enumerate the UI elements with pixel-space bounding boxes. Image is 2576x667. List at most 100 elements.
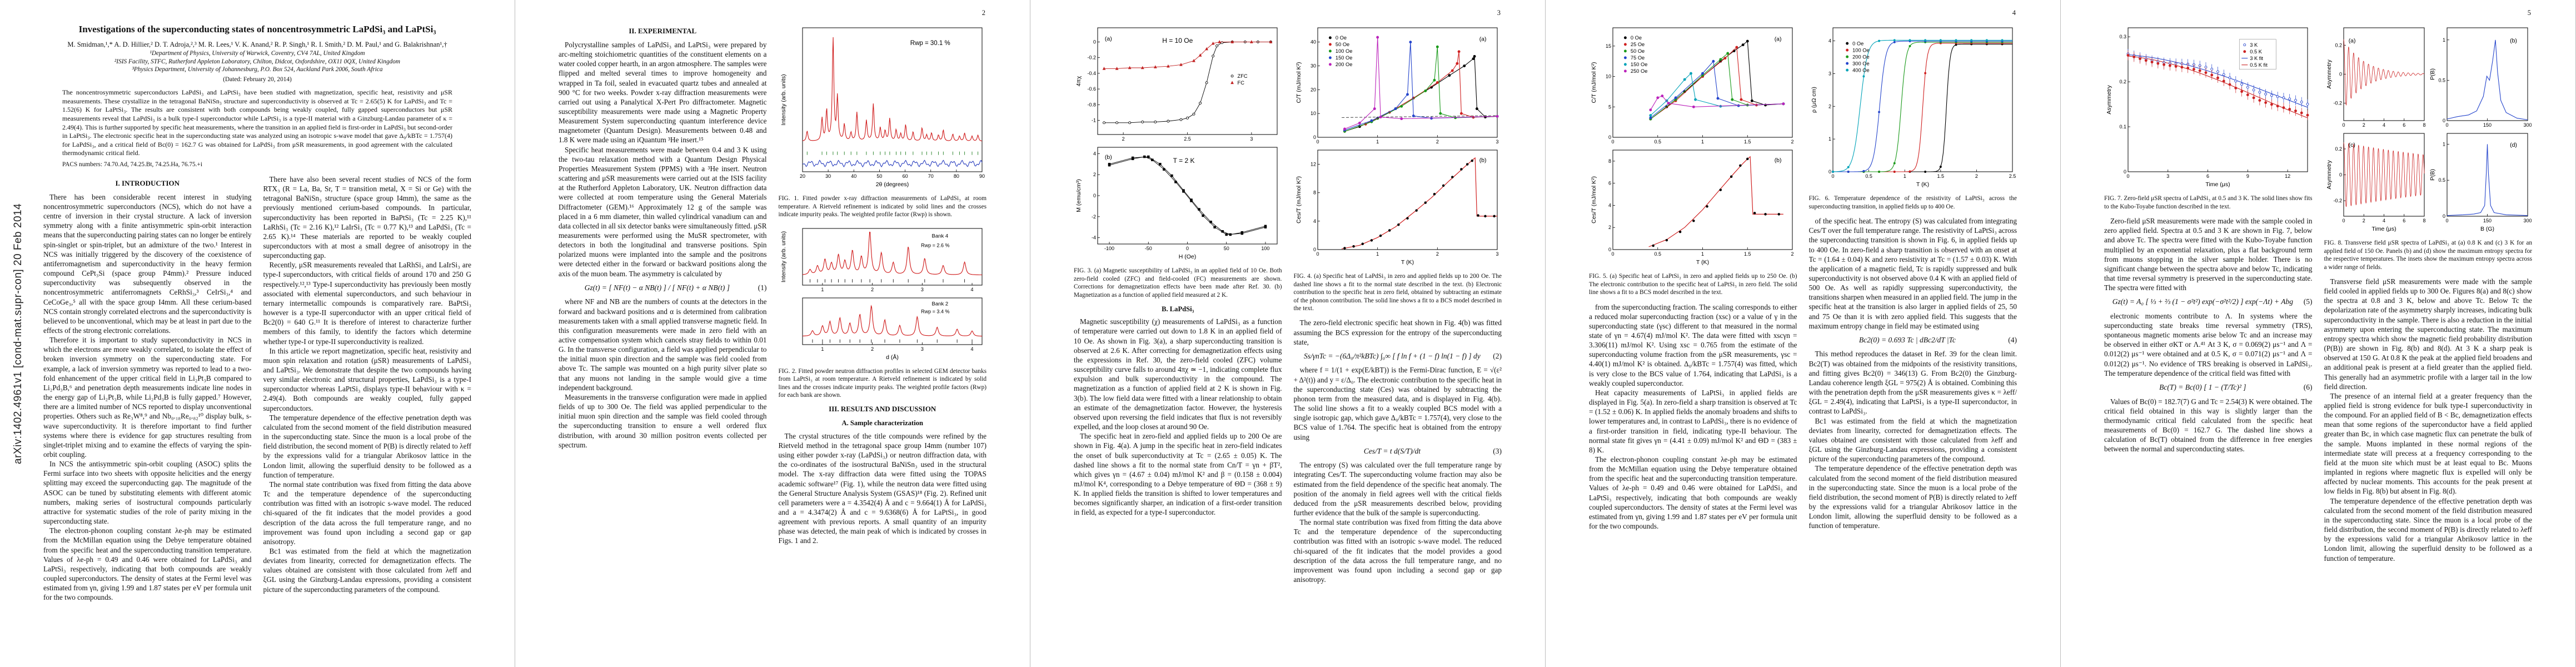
svg-text:150 Oe: 150 Oe bbox=[1631, 62, 1648, 67]
paragraph: In this article we report magnetization,… bbox=[263, 346, 472, 412]
equation-body: Ss/γnTc = −(6Δ₀/π²kBTc) ∫₀∞ [ f ln f + (… bbox=[1303, 351, 1481, 360]
column-1: I. INTRODUCTION There has been considerab… bbox=[43, 175, 252, 653]
paragraph: electronic moments contribute to Λ. In s… bbox=[2104, 311, 2313, 377]
svg-text:40: 40 bbox=[1311, 39, 1316, 45]
svg-text:0: 0 bbox=[2124, 169, 2126, 175]
svg-text:8: 8 bbox=[2423, 218, 2425, 223]
svg-text:C/T (mJ/mol K²): C/T (mJ/mol K²) bbox=[1296, 62, 1302, 103]
svg-text:M (emu/cm³): M (emu/cm³) bbox=[1075, 179, 1082, 212]
paragraph: The temperature dependence of the effect… bbox=[2324, 496, 2533, 563]
page-number: 4 bbox=[2012, 9, 2016, 17]
columns: 2 2.5 3 -1 -0.8 -0.6 -0.4 -0.2 0 4πχ ZFC FC (a) H = 1… bbox=[1074, 22, 1502, 653]
svg-text:0.5: 0.5 bbox=[2438, 77, 2445, 83]
svg-text:1: 1 bbox=[1828, 136, 1831, 142]
svg-text:2: 2 bbox=[2362, 122, 2365, 128]
svg-text:Intensity (arb. units): Intensity (arb. units) bbox=[780, 231, 787, 282]
equation: Ss/γnTc = −(6Δ₀/π²kBTc) ∫₀∞ [ f ln f + (… bbox=[1294, 351, 1502, 361]
page-4: 4 0 0.5 1 1.5 2 0 5 10 15 C/T (mJ/mol K²) 0 Oe 25 Oe… bbox=[1546, 0, 2061, 667]
paragraph: Heat capacity measurements of LaPtSi₃ in… bbox=[1589, 388, 1797, 454]
svg-text:2: 2 bbox=[2362, 218, 2365, 223]
svg-text:0: 0 bbox=[1186, 246, 1189, 251]
section-heading: I. INTRODUCTION bbox=[115, 178, 180, 187]
svg-text:12: 12 bbox=[1311, 162, 1316, 167]
svg-text:0.5 K fit: 0.5 K fit bbox=[2250, 62, 2268, 68]
equation: Bc2(0) = 0.693 Tc | dBc2/dT |Tc (4) bbox=[1809, 335, 2017, 345]
figure-fig6: 0 0.5 1 1.5 2 2.5 0 1 2 3 4 T (K) ρ (μΩ cm) 0 Oe 100 O… bbox=[1809, 24, 2017, 193]
title-block: Investigations of the superconducting st… bbox=[43, 20, 471, 172]
svg-text:3 K fit: 3 K fit bbox=[2250, 56, 2264, 61]
svg-text:(a): (a) bbox=[2348, 38, 2355, 44]
svg-text:T = 2 K: T = 2 K bbox=[1173, 157, 1195, 165]
figure-fig1: 20 30 40 50 60 70 80 90 2θ (degrees) Intensity (a… bbox=[779, 24, 987, 193]
svg-text:P(B): P(B) bbox=[2429, 68, 2436, 80]
abstract: The noncentrosymmetric superconductors L… bbox=[62, 88, 452, 157]
svg-text:0: 0 bbox=[2445, 218, 2448, 223]
svg-text:Asymmetry: Asymmetry bbox=[2326, 59, 2333, 89]
svg-text:(a): (a) bbox=[1775, 36, 1782, 43]
figure-fig7: 0 3 6 9 12 0 0.1 0.2 0.3 Time (μs) Asymmetry 3 K 0.5… bbox=[2104, 24, 2313, 193]
svg-text:0.1: 0.1 bbox=[2120, 124, 2127, 130]
paragraph: The electron-phonon coupling constant λe… bbox=[1589, 455, 1797, 531]
svg-text:200 Oe: 200 Oe bbox=[1852, 54, 1870, 59]
svg-text:6: 6 bbox=[2403, 218, 2405, 223]
column-1: 2 2.5 3 -1 -0.8 -0.6 -0.4 -0.2 0 4πχ ZFC FC (a) H = 1… bbox=[1074, 22, 1282, 653]
svg-text:4: 4 bbox=[1313, 218, 1316, 224]
column-2: There have also been several recent stud… bbox=[263, 175, 472, 653]
svg-text:0 Oe: 0 Oe bbox=[1852, 41, 1864, 46]
paragraph: from the superconducting fraction. The s… bbox=[1589, 302, 1797, 387]
figure-caption: FIG. 2. Fitted powder neutron diffractio… bbox=[778, 367, 987, 399]
figure-caption: FIG. 3. (a) Magnetic susceptibility of L… bbox=[1074, 267, 1282, 298]
svg-text:2: 2 bbox=[1791, 139, 1794, 145]
svg-text:0: 0 bbox=[2443, 118, 2445, 123]
paragraph: The normal state contribution was fixed … bbox=[1293, 518, 1502, 584]
svg-text:(a): (a) bbox=[1479, 36, 1486, 43]
svg-text:1: 1 bbox=[1376, 139, 1379, 145]
figure-caption: FIG. 1. Fitted powder x-ray diffraction … bbox=[778, 195, 987, 218]
paragraph: Zero-field μSR measurements were made wi… bbox=[2104, 217, 2313, 292]
svg-text:10: 10 bbox=[1606, 74, 1611, 79]
subsection-heading: A. Sample characterization bbox=[841, 419, 924, 427]
paragraph: Measurements in the transverse configura… bbox=[559, 392, 767, 449]
affiliation: ¹Department of Physics, University of Wa… bbox=[150, 50, 365, 57]
svg-text:Ces/T (mJ/mol K²): Ces/T (mJ/mol K²) bbox=[1296, 176, 1302, 223]
svg-text:0: 0 bbox=[2339, 172, 2342, 178]
svg-text:3: 3 bbox=[921, 287, 924, 292]
column-2: 0 2 4 6 8 -0.2 0 0.2 Asymmetry (a) 0 150 300 0 0.5 1 P(B… bbox=[2324, 22, 2533, 653]
svg-text:4: 4 bbox=[970, 346, 973, 352]
svg-text:Asymmetry: Asymmetry bbox=[2326, 160, 2333, 190]
figure-fig4: 0 1 2 3 0 10 20 30 40 C/T (mJ/mol K²) 0 Oe 50 Oe 100… bbox=[1294, 24, 1502, 271]
svg-text:0 Oe: 0 Oe bbox=[1631, 35, 1642, 41]
paragraph: The normal state contribution was fixed … bbox=[263, 480, 472, 546]
paragraph: The crystal structures of the title comp… bbox=[778, 431, 987, 545]
svg-text:1: 1 bbox=[2443, 37, 2445, 43]
svg-text:3 K: 3 K bbox=[2250, 42, 2259, 48]
svg-text:10: 10 bbox=[1311, 111, 1316, 116]
svg-text:60: 60 bbox=[902, 173, 908, 179]
column-2: 0 0.5 1 1.5 2 2.5 0 1 2 3 4 T (K) ρ (μΩ cm) 0 Oe 100 O… bbox=[1809, 22, 2017, 653]
svg-text:-0.2: -0.2 bbox=[2333, 198, 2342, 203]
paragraph: There have also been several recent stud… bbox=[263, 175, 472, 260]
svg-text:300: 300 bbox=[2523, 122, 2532, 128]
page-2: 2 II. EXPERIMENTAL Polycrystalline samples… bbox=[515, 0, 1030, 667]
figure-caption: FIG. 5. (a) Specific heat of LaPtSi₃ in … bbox=[1589, 273, 1797, 296]
page-5: 5 0 3 6 9 12 0 0.1 0.2 0.3 Time (μs) Asymmetry 3 K 0.… bbox=[2061, 0, 2576, 667]
svg-text:C/T (mJ/mol K²): C/T (mJ/mol K²) bbox=[1591, 62, 1597, 103]
svg-text:0: 0 bbox=[2127, 173, 2130, 179]
paragraph: Bc1 was estimated from the field at whic… bbox=[1808, 416, 2017, 464]
svg-text:0: 0 bbox=[1316, 139, 1319, 145]
svg-text:(b): (b) bbox=[2510, 38, 2517, 44]
figure-fig3: 2 2.5 3 -1 -0.8 -0.6 -0.4 -0.2 0 4πχ ZFC FC (a) H = 1… bbox=[1074, 24, 1282, 265]
svg-text:3: 3 bbox=[1496, 139, 1498, 145]
equation-number: (6) bbox=[2303, 382, 2313, 391]
equation: Gz(t) = A₀ [ ⅓ + ⅔ (1 − σ²t²) exp(−σ²t²/… bbox=[2104, 297, 2313, 307]
dated-line: (Dated: February 20, 2014) bbox=[223, 76, 292, 83]
paragraph: The presence of an internal field at a g… bbox=[2324, 391, 2533, 496]
svg-text:250 Oe: 250 Oe bbox=[1631, 68, 1648, 74]
svg-text:0: 0 bbox=[2342, 122, 2345, 128]
svg-text:9: 9 bbox=[2246, 173, 2249, 179]
svg-text:6: 6 bbox=[2403, 122, 2405, 128]
page-1: arXiv:1402.4961v1 [cond-mat.supr-con] 20… bbox=[0, 0, 515, 667]
paragraph: In NCS the antisymmetric spin-orbit coup… bbox=[43, 460, 252, 526]
